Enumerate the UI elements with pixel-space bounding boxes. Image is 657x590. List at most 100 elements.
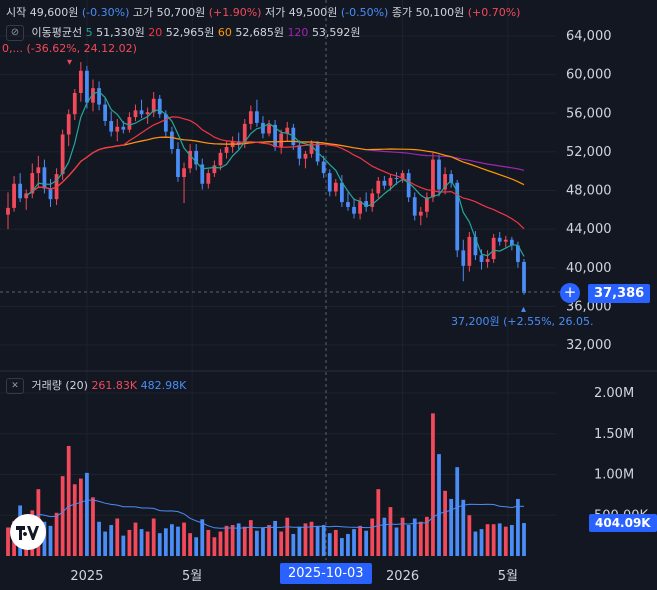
volume-bar	[85, 472, 89, 556]
ohlc-legend: 시작 49,600원 (-0.30%) 고가 50,700원 (+1.90%) …	[6, 4, 520, 20]
collapse-icon[interactable]: ✕	[6, 378, 24, 394]
volume-bar	[78, 478, 83, 556]
ma20-value: 52,965원	[165, 26, 215, 39]
candle-body	[503, 239, 508, 242]
volume-bar	[467, 515, 472, 556]
ma60-period: 60	[217, 26, 232, 39]
candle-body	[212, 165, 217, 174]
candle-body	[509, 239, 514, 246]
candle-body	[224, 147, 229, 153]
candle-body	[255, 111, 259, 123]
candle-body	[455, 182, 460, 251]
candle-body	[163, 114, 168, 132]
candle-body	[170, 131, 174, 149]
volume-value-2: 482.98K	[140, 379, 187, 392]
volume-bar	[200, 519, 205, 556]
volume-ma-line	[13, 499, 525, 529]
candle-body	[279, 133, 284, 148]
candle-body	[358, 201, 362, 214]
ma120-value: 53,592원	[311, 26, 361, 39]
candle-body	[285, 127, 290, 134]
volume-bar	[176, 526, 180, 556]
volume-bar	[364, 530, 369, 556]
candle-body	[242, 123, 247, 145]
candle-body	[431, 159, 435, 198]
candle-body	[18, 183, 23, 199]
candle-body	[6, 207, 10, 215]
add-alert-icon[interactable]: +	[560, 283, 580, 303]
volume-bar	[66, 445, 71, 556]
volume-bar	[516, 498, 520, 556]
volume-bar	[48, 525, 53, 556]
candle-body	[139, 110, 144, 115]
volume-bar	[6, 527, 10, 556]
volume-bar	[103, 531, 108, 556]
crosshair-date-label: 2025-10-03	[280, 563, 372, 584]
volume-bar	[388, 507, 393, 556]
tradingview-logo[interactable]	[10, 514, 46, 550]
ma5-line	[25, 91, 525, 257]
candle-body	[36, 167, 41, 174]
volume-bar	[479, 529, 484, 556]
price-tick-label: 40,000	[566, 261, 612, 276]
candle-body	[30, 173, 35, 194]
ma5-value: 51,330원	[96, 26, 145, 39]
volume-bar	[97, 521, 101, 556]
candle-body	[321, 161, 326, 174]
candle-body	[437, 159, 441, 190]
volume-bar	[431, 413, 435, 556]
volume-bar	[315, 526, 320, 556]
candle-body	[333, 182, 338, 192]
price-tick-label: 36,000	[566, 299, 612, 314]
time-axis: 2025 5월 2026 5월	[70, 569, 518, 584]
high-note: 0,... (-36.62%, 24.12.02)	[2, 42, 137, 55]
close-value: 50,100원	[415, 6, 465, 19]
volume-tick-label: 1.50M	[594, 427, 634, 442]
ma-legend-title: 이동평균선	[31, 26, 83, 39]
candle-body	[248, 111, 253, 124]
low-change: (-0.50%)	[340, 6, 389, 19]
volume-bar	[121, 535, 126, 556]
volume-bar	[242, 526, 247, 556]
candle-body	[473, 236, 478, 256]
candle-body	[85, 70, 89, 103]
candle-body	[370, 193, 375, 207]
hide-eye-icon[interactable]: ⊘	[6, 25, 24, 41]
volume-bar	[449, 498, 454, 556]
volume-bar	[382, 517, 387, 556]
candle-body	[461, 250, 466, 266]
candle-body	[376, 180, 381, 194]
candle-body	[121, 126, 126, 130]
candle-body	[194, 150, 199, 165]
low-note: 37,200원 (+2.55%, 26.05.	[451, 315, 594, 328]
volume-bar	[376, 489, 381, 556]
candle-body	[48, 188, 53, 200]
volume-bar	[327, 533, 332, 556]
ma-legend: ⊘ 이동평균선 5 51,330원 20 52,965원 60 52,685원 …	[6, 24, 361, 41]
candle-body	[91, 88, 95, 103]
candle-body	[103, 104, 108, 121]
candle-body	[443, 174, 447, 190]
high-value: 50,700원	[156, 6, 206, 19]
volume-badge: 404.09K	[589, 514, 657, 532]
volume-bar	[60, 476, 65, 556]
candle-body	[182, 168, 186, 177]
candle-body	[145, 112, 150, 115]
close-change: (+0.70%)	[467, 6, 521, 19]
ma120-period: 120	[287, 26, 309, 39]
candle-body	[309, 143, 314, 154]
ma5-period: 5	[85, 26, 93, 39]
candle-body	[218, 152, 223, 166]
candle-body	[12, 183, 16, 208]
volume-bar	[139, 529, 144, 556]
price-tick-label: 44,000	[566, 222, 612, 237]
candle-body	[176, 148, 180, 177]
volume-bar	[54, 512, 59, 556]
current-price-badge: 37,386	[588, 284, 651, 303]
moving-average-lines	[25, 91, 525, 257]
tv-logo-icon	[16, 525, 39, 540]
candle-body	[200, 164, 205, 184]
volume-bar	[455, 467, 460, 556]
